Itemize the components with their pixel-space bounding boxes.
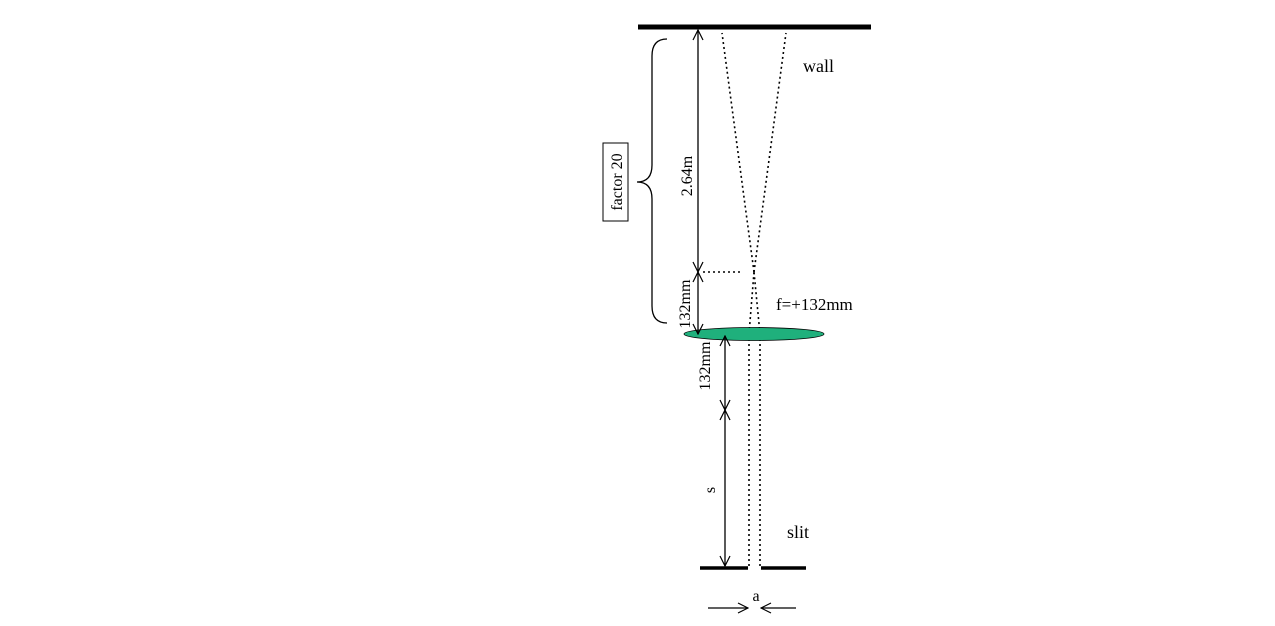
factor-brace — [636, 38, 668, 324]
distance-label-2-64m: 2.64m — [679, 155, 696, 196]
lens — [683, 327, 825, 341]
factor-label: factor 20 — [609, 153, 626, 210]
factor-box — [602, 142, 629, 222]
distance-label-132mm-lower: 132mm — [697, 341, 714, 390]
focal-length-label: f=+132mm — [776, 295, 853, 314]
wall-label: wall — [803, 56, 834, 76]
slit-label: slit — [787, 522, 809, 542]
distance-label-132mm-upper: 132mm — [677, 279, 694, 328]
distance-label-s: s — [702, 487, 719, 493]
light-rays — [703, 32, 787, 566]
slit-width-label: a — [752, 588, 759, 605]
